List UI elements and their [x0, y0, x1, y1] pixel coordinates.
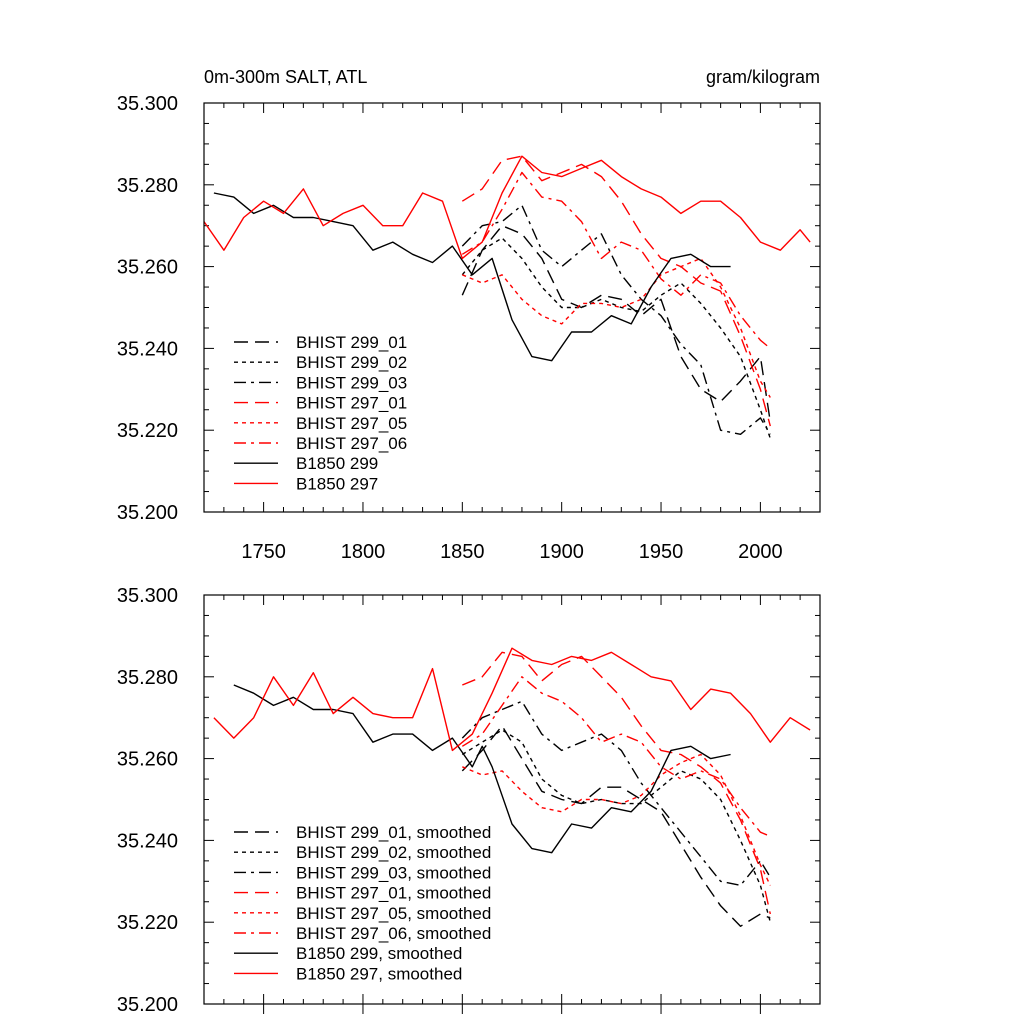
legend-label: B1850 299, smoothed: [296, 944, 462, 963]
y-tick-label: 35.220: [117, 912, 178, 934]
legend-label: BHIST 299_01: [296, 333, 407, 352]
legend-label: BHIST 297_05, smoothed: [296, 904, 491, 923]
y-tick-label: 35.300: [117, 93, 178, 115]
y-tick-label: 35.280: [117, 175, 178, 197]
y-tick-label: 35.240: [117, 338, 178, 360]
legend-label: BHIST 299_02, smoothed: [296, 843, 491, 862]
series-line: [461, 171, 771, 349]
x-tick-label: 1750: [241, 541, 286, 563]
legend-label: B1850 297: [296, 474, 378, 493]
legend-label: BHIST 297_01, smoothed: [296, 884, 491, 903]
series-line: [461, 224, 771, 423]
y-tick-label: 35.280: [117, 667, 178, 689]
x-tick-label: 1800: [341, 541, 386, 563]
series-line: [233, 684, 731, 854]
legend-label: BHIST 299_01, smoothed: [296, 823, 491, 842]
x-tick-label: 2000: [738, 541, 783, 563]
x-tick-label: 1950: [639, 541, 684, 563]
series-line: [462, 257, 771, 398]
bottom-panel: 35.200 35.220 35.240 35.260 35.280 35.300 BHI…: [117, 585, 821, 1016]
y-tick-label: 35.220: [117, 420, 178, 442]
x-axis: 1750 1800 1850 1900 1950 2000: [241, 541, 782, 563]
y-tick-label: 35.200: [117, 502, 178, 524]
series-line: [461, 237, 771, 439]
legend-label: BHIST 297_06, smoothed: [296, 924, 491, 943]
y-tick-label: 35.300: [117, 585, 178, 607]
series-line: [462, 753, 771, 886]
plot-lines: [203, 155, 811, 439]
y-tick-label: 35.260: [117, 749, 178, 771]
legend-label: B1850 299: [296, 454, 378, 473]
series-line: [203, 155, 811, 260]
legend-label: BHIST 299_03, smoothed: [296, 863, 491, 882]
series-line: [461, 155, 771, 427]
series-line: [213, 192, 731, 362]
legend-label: BHIST 297_06: [296, 434, 407, 453]
series-line: [213, 647, 811, 752]
series-line: [461, 700, 771, 887]
series-line: [461, 204, 771, 435]
series-line: [461, 725, 771, 927]
plot-lines: [213, 647, 811, 927]
y-axis: 35.200 35.220 35.240 35.260 35.280 35.300: [117, 585, 178, 1016]
plot-frame: [203, 102, 821, 513]
y-axis: 35.200 35.220 35.240 35.260 35.280 35.300: [117, 93, 178, 524]
y-tick-label: 35.240: [117, 830, 178, 852]
x-tick-label: 1900: [539, 541, 584, 563]
top-panel: 0m-300m SALT, ATL gram/kilogram 35.20035…: [117, 67, 821, 563]
y-tick-label: 35.200: [117, 994, 178, 1016]
y-tick-label: 35.260: [117, 257, 178, 279]
legend-label: BHIST 299_03: [296, 373, 407, 392]
chart-title-right: gram/kilogram: [706, 67, 820, 87]
x-tick-label: 1850: [440, 541, 485, 563]
legend-label: BHIST 299_02: [296, 353, 407, 372]
series-line: [461, 729, 771, 923]
series-line: [461, 676, 771, 837]
plot-frame: [203, 594, 821, 1005]
chart-title-left: 0m-300m SALT, ATL: [204, 67, 367, 87]
legend-label: BHIST 297_01: [296, 394, 407, 413]
legend-label: BHIST 297_05: [296, 414, 407, 433]
legend-label: B1850 297, smoothed: [296, 964, 462, 983]
series-line: [462, 651, 771, 915]
